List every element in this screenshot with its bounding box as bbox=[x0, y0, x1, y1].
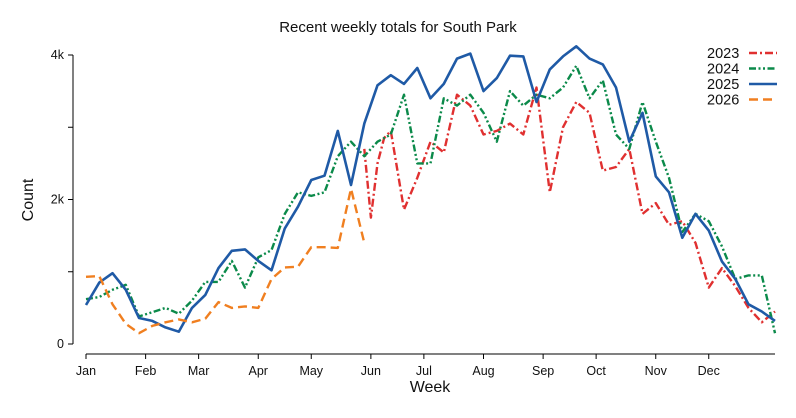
y-tick-label: 4k bbox=[51, 48, 65, 62]
series-line-2026 bbox=[85, 187, 366, 335]
y-ticks: 0 2k 4k bbox=[51, 48, 73, 351]
x-tick-label: Oct bbox=[586, 364, 606, 378]
x-tick-label: May bbox=[299, 364, 323, 378]
y-axis-label: Count bbox=[20, 178, 37, 221]
plot-lines bbox=[84, 45, 777, 335]
y-tick-label: 2k bbox=[51, 193, 65, 207]
x-tick-label: Nov bbox=[645, 364, 668, 378]
x-axis-label: Week bbox=[410, 379, 452, 396]
legend-label-2026: 2026 bbox=[707, 93, 739, 109]
series-line-2025 bbox=[84, 45, 776, 333]
x-tick-label: Jun bbox=[361, 364, 381, 378]
series-line-2023 bbox=[363, 86, 776, 324]
x-tick-label: Apr bbox=[249, 364, 268, 378]
x-tick-label: Sep bbox=[532, 364, 554, 378]
x-tick-label: Jan bbox=[76, 364, 96, 378]
y-tick-label: 0 bbox=[57, 337, 64, 351]
legend-label-2025: 2025 bbox=[707, 77, 739, 93]
x-tick-label: Mar bbox=[188, 364, 210, 378]
legend-label-2024: 2024 bbox=[707, 62, 739, 78]
axes bbox=[72, 55, 775, 355]
legend-label-2023: 2023 bbox=[707, 46, 739, 62]
x-tick-label: Aug bbox=[472, 364, 494, 378]
x-tick-label: Dec bbox=[698, 364, 720, 378]
chart-title: Recent weekly totals for South Park bbox=[279, 19, 517, 36]
x-tick-label: Jul bbox=[416, 364, 432, 378]
x-ticks: Jan Feb Mar Apr May Jun Jul Aug Sep Oct Nov Dec bbox=[76, 354, 720, 378]
x-tick-label: Feb bbox=[135, 364, 157, 378]
series-line-2024 bbox=[85, 64, 777, 334]
